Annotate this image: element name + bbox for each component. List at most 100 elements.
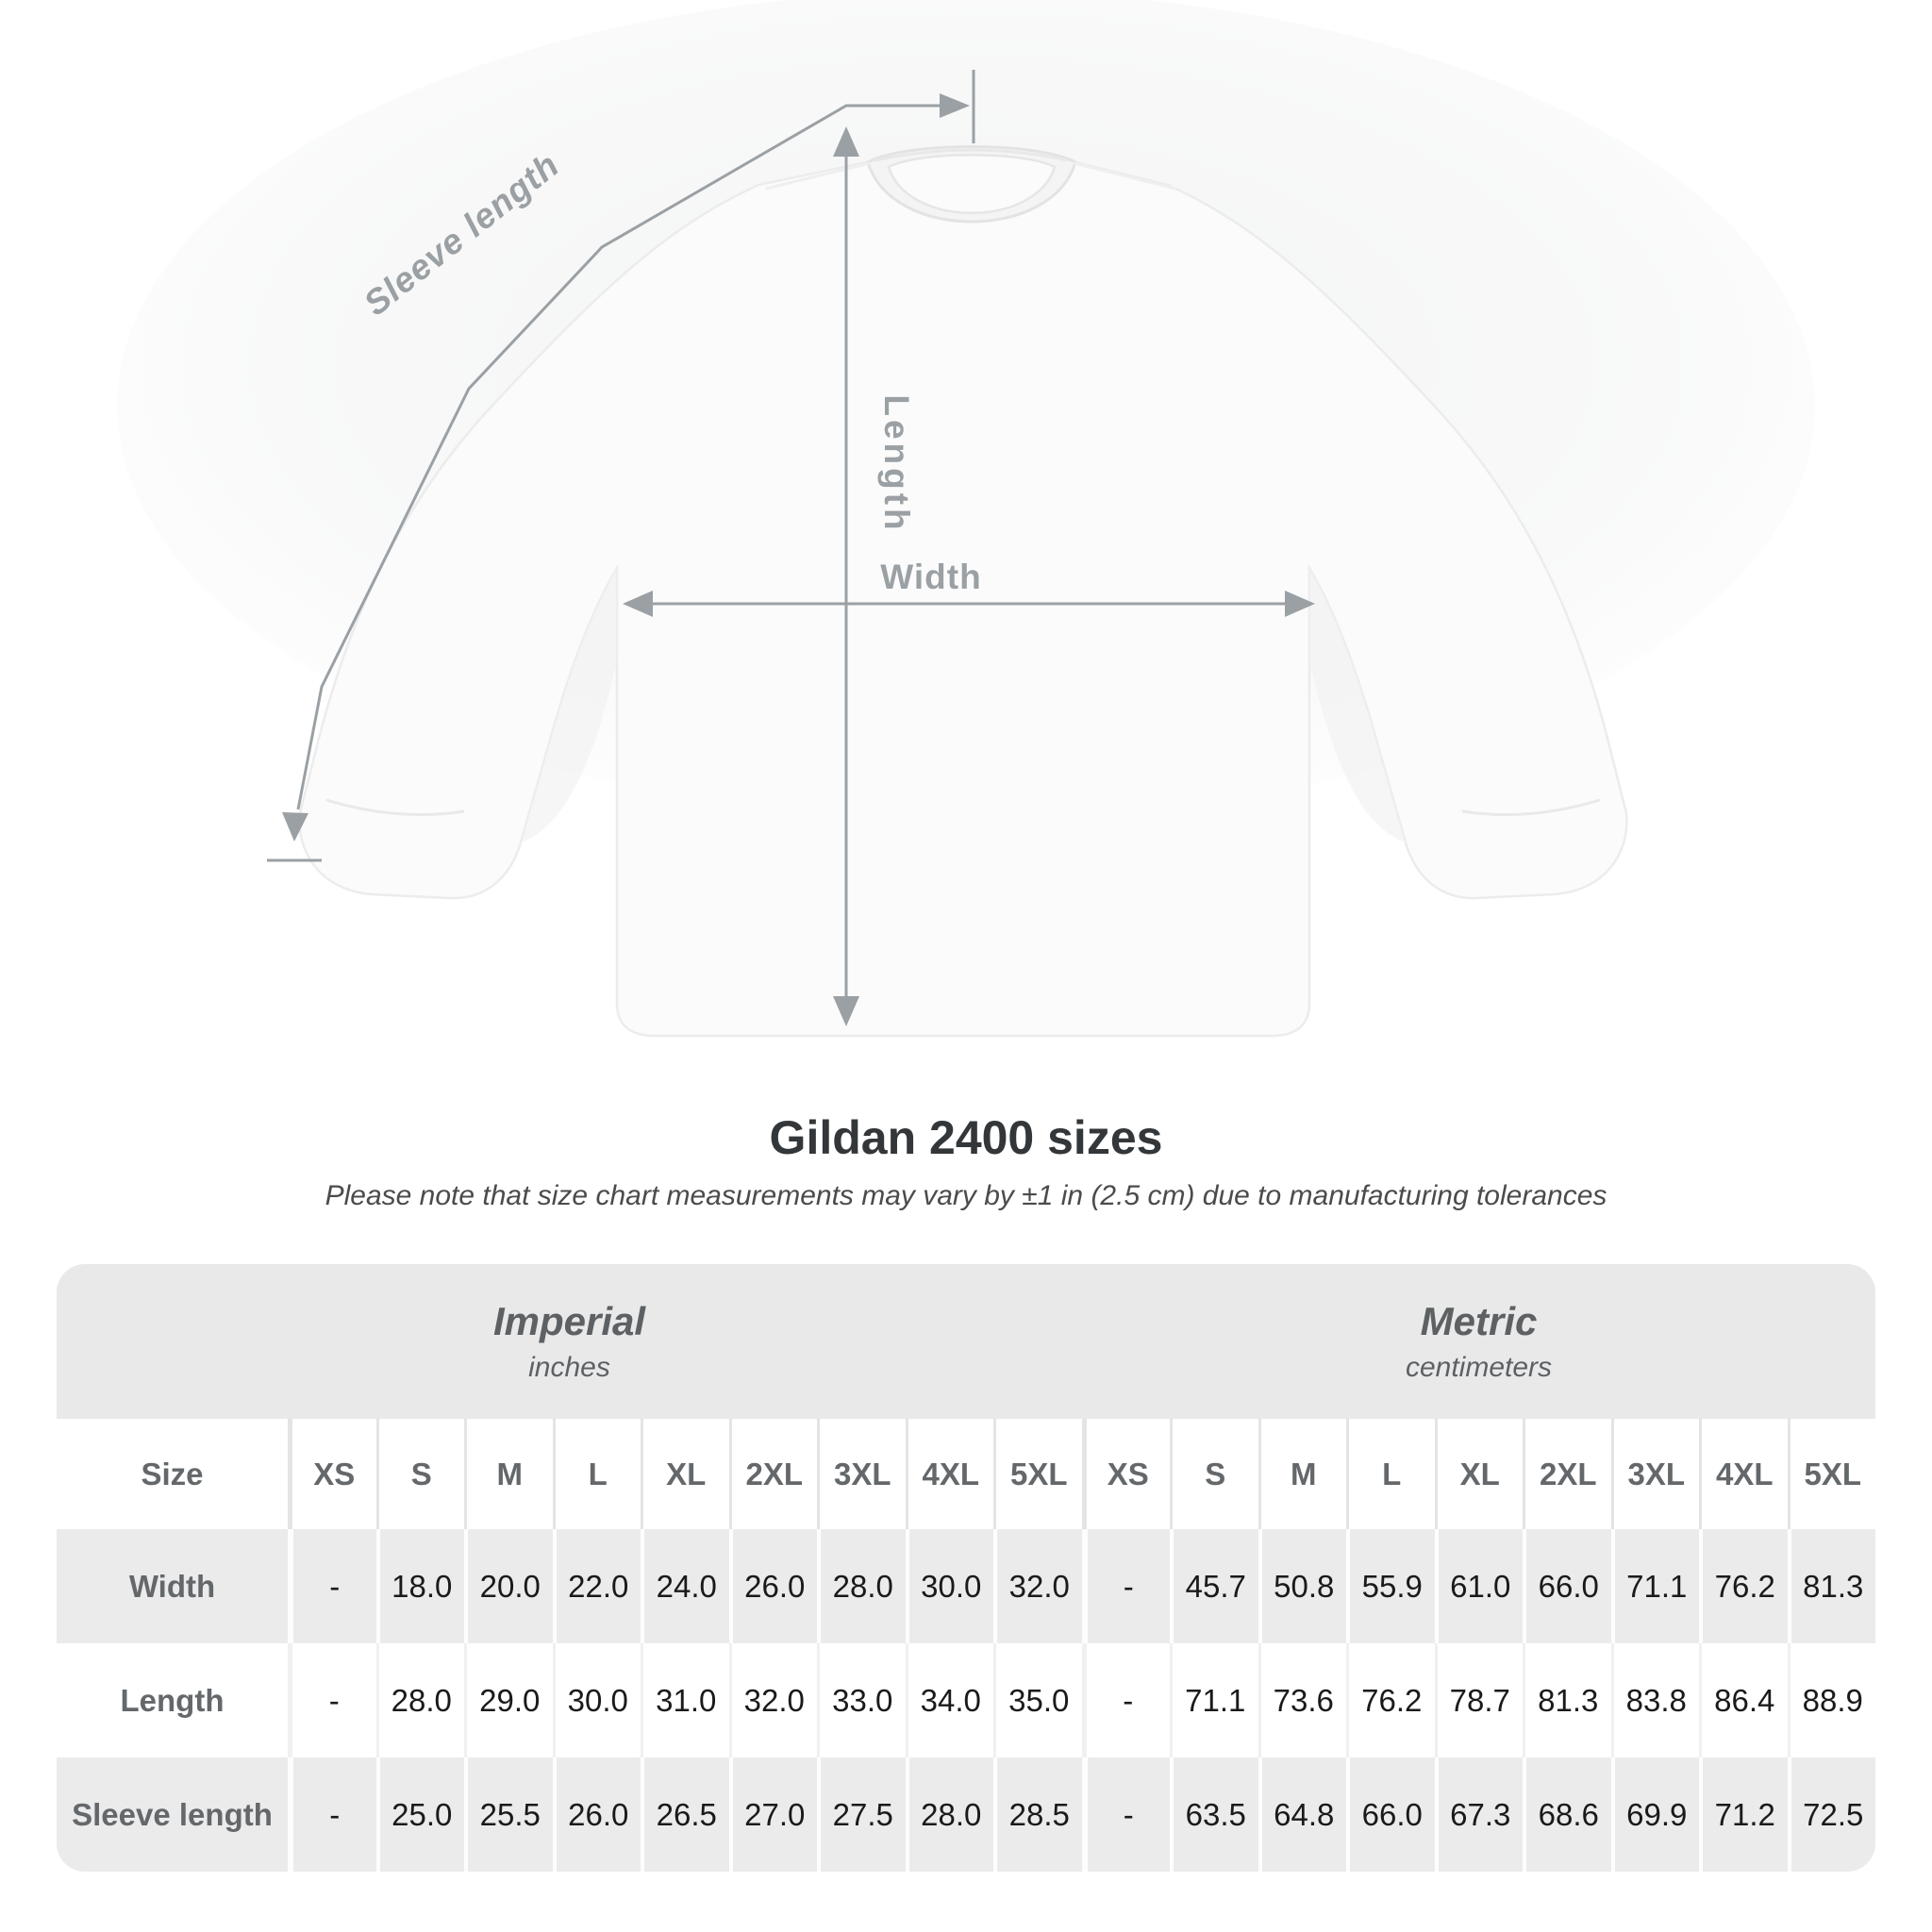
value-cell: 72.5 [1787,1757,1876,1872]
value-cell: - [288,1757,376,1872]
shirt-diagram-svg: Sleeve length Length Width [117,0,1815,1038]
value-cell: 34.0 [905,1643,994,1757]
long-sleeve-shirt-illustration [298,145,1628,1038]
value-cell: 81.3 [1523,1643,1611,1757]
value-cell: 35.0 [993,1643,1082,1757]
length-arrowhead-up [833,126,859,157]
value-cell: 27.0 [728,1757,818,1872]
size-header-cell: 3XL [817,1419,906,1529]
collar [866,145,1077,224]
left-cuff-seam [325,798,465,817]
length-arrowhead-down [833,996,859,1026]
value-cell: 25.0 [375,1757,465,1872]
shirt-measurement-diagram: Sleeve length Length Width [117,0,1815,1038]
right-sleeve-shading [1309,568,1406,842]
value-cell: 33.0 [817,1643,906,1757]
value-cell: 69.9 [1610,1757,1700,1872]
value-cell: 28.0 [375,1643,465,1757]
left-shoulder-seam [765,161,871,191]
size-header-cell: L [1346,1419,1435,1529]
value-cell: - [288,1643,376,1757]
imperial-title: Imperial [492,1299,646,1343]
value-cell: 73.6 [1257,1643,1347,1757]
value-cell: 61.0 [1434,1529,1524,1643]
length-label: Length [877,394,916,533]
metric-unit: centimeters [1405,1352,1553,1383]
value-cell: - [1081,1643,1171,1757]
value-cell: 78.7 [1434,1643,1524,1757]
left-sleeve-shading [521,568,617,842]
value-cell: 28.0 [905,1757,994,1872]
value-cell: 45.7 [1170,1529,1258,1643]
size-header-cell: 4XL [905,1419,994,1529]
value-cell: 71.1 [1170,1643,1258,1757]
size-header-cell: XS [1081,1419,1171,1529]
value-cell: 24.0 [641,1529,729,1643]
value-cell: 31.0 [641,1643,729,1757]
value-cell: 66.0 [1523,1529,1611,1643]
value-cell: 28.0 [817,1529,906,1643]
value-cell: 30.0 [552,1643,641,1757]
value-cell: 25.5 [464,1757,553,1872]
value-cell: 32.0 [993,1529,1082,1643]
value-cell: 81.3 [1787,1529,1876,1643]
size-header-cell: 5XL [993,1419,1082,1529]
value-cell: 71.2 [1699,1757,1788,1872]
metric-title: Metric [1420,1299,1538,1343]
size-header-cell: S [1170,1419,1258,1529]
table-row-length: Length -28.0 29.0 30.0 31.0 32.0 33.0 34.0 35.0… [57,1643,1875,1757]
sleeve-length-arrowhead-right [940,93,970,118]
value-cell: 26.0 [728,1529,818,1643]
size-header-cell: XL [641,1419,729,1529]
size-column-header: Size [141,1456,204,1491]
size-header-cell: 2XL [728,1419,818,1529]
value-cell: 22.0 [552,1529,641,1643]
value-cell: 76.2 [1699,1529,1788,1643]
size-header-cell: L [552,1419,641,1529]
row-label-sleeve-length: Sleeve length [72,1796,273,1832]
tolerance-note: Please note that size chart measurements… [325,1180,1607,1211]
size-header-cell: XL [1434,1419,1524,1529]
value-cell: 26.5 [641,1757,729,1872]
width-arrowhead-right [1285,591,1315,617]
value-cell: 76.2 [1346,1643,1435,1757]
value-cell: - [288,1529,376,1643]
metric-unit-header: Metric centimeters [1082,1264,1875,1419]
size-header-cell: M [1257,1419,1347,1529]
value-cell: 26.0 [552,1757,641,1872]
value-cell: 29.0 [464,1643,553,1757]
imperial-unit-header: Imperial inches [57,1264,1082,1419]
size-header-cell: XS [288,1419,376,1529]
value-cell: 88.9 [1787,1643,1876,1757]
sleeve-length-arrowhead-down [282,812,308,841]
row-label-length: Length [120,1682,225,1718]
value-cell: 30.0 [905,1529,994,1643]
table-row-width: Width -18.0 20.0 22.0 24.0 26.0 28.0 30.0 32.0-… [57,1529,1875,1643]
sleeve-length-measure [267,70,975,862]
size-header-cell: S [375,1419,465,1529]
page-title: Gildan 2400 sizes [769,1111,1163,1164]
width-arrowhead-left [623,591,653,617]
row-label-width: Width [128,1568,216,1604]
value-cell: 64.8 [1257,1757,1347,1872]
right-shoulder-seam [1073,161,1176,191]
value-cell: 32.0 [728,1643,818,1757]
value-cell: 18.0 [375,1529,465,1643]
value-cell: 83.8 [1610,1643,1700,1757]
value-cell: - [1081,1529,1171,1643]
value-cell: 20.0 [464,1529,553,1643]
value-cell: 55.9 [1346,1529,1435,1643]
value-cell: - [1081,1757,1171,1872]
size-header-cell: M [464,1419,553,1529]
size-header-cell: 5XL [1787,1419,1876,1529]
value-cell: 68.6 [1523,1757,1611,1872]
right-cuff-seam [1461,798,1601,817]
table-row-sleeve-length: Sleeve length -25.0 25.5 26.0 26.5 27.0 27.5 2… [57,1757,1875,1872]
size-header-cell: 3XL [1610,1419,1700,1529]
width-label: Width [880,558,981,596]
value-cell: 63.5 [1170,1757,1258,1872]
value-cell: 28.5 [993,1757,1082,1872]
value-cell: 66.0 [1346,1757,1435,1872]
size-header-cell: 2XL [1523,1419,1611,1529]
